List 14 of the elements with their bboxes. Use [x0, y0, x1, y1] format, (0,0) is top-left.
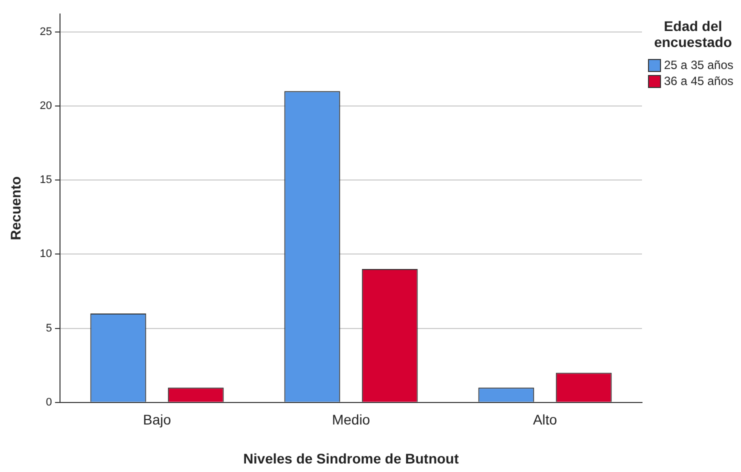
x-tick-label: Bajo	[143, 412, 172, 428]
y-tick-label: 25	[40, 26, 52, 38]
y-tick-label: 0	[46, 396, 52, 408]
y-axis-title: Recuento	[7, 176, 24, 240]
y-tick-label: 5	[46, 322, 52, 334]
y-tick-label: 15	[40, 174, 52, 186]
x-tick-label: Medio	[332, 412, 370, 428]
y-tick-label: 10	[40, 248, 52, 260]
x-tick-label: Alto	[532, 412, 558, 428]
x-axis-title: Niveles de Sindrome de Butnout	[243, 450, 460, 466]
legend-label: 25 a 35 años	[664, 58, 734, 72]
legend-title: Edad del encuestado	[653, 18, 733, 50]
y-tick-label: 20	[40, 100, 52, 112]
legend-label: 36 a 45 años	[664, 74, 734, 88]
